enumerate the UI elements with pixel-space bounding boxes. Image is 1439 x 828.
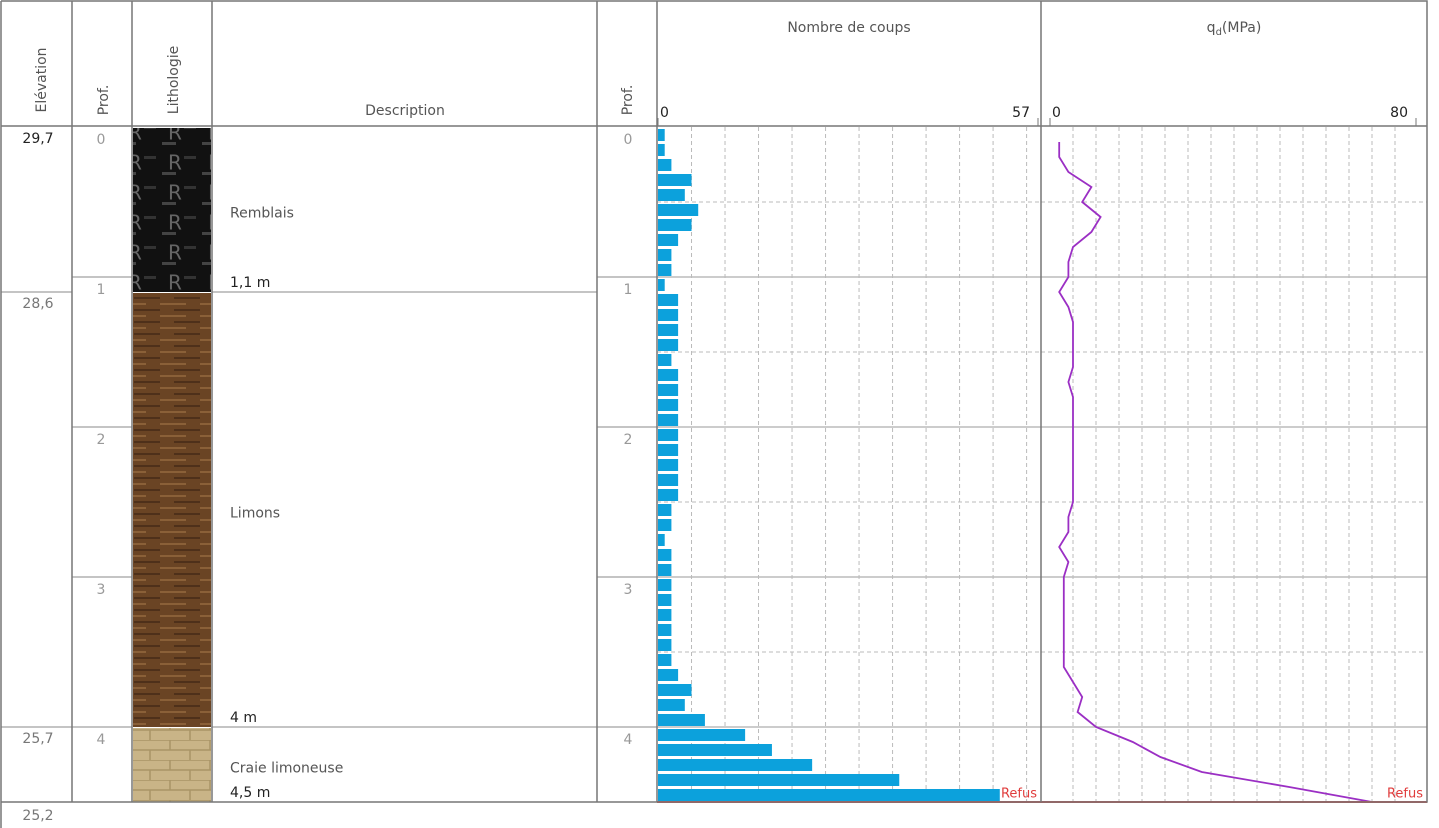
chart-title: Nombre de coups [787, 20, 910, 36]
bar [658, 294, 679, 306]
layer-name: Remblais [230, 206, 294, 222]
bar [658, 219, 692, 231]
layer-bottom-label: 4,5 m [230, 785, 270, 801]
bar [658, 399, 679, 411]
bar [658, 699, 685, 711]
bar [658, 669, 679, 681]
refusal-label: Refus [1387, 787, 1423, 802]
bar [658, 324, 679, 336]
bar [658, 579, 672, 591]
bar [658, 159, 672, 171]
header-lithology: Lithologie [166, 46, 182, 114]
bar [658, 654, 672, 666]
depth-tick-label: 3 [624, 582, 633, 598]
bar [658, 384, 679, 396]
elevation-label: 29,7 [22, 131, 53, 147]
chart-title-part: Nombre de coups [787, 20, 910, 36]
refusal-label: Refus [1001, 787, 1037, 802]
bar [658, 414, 679, 426]
bar [658, 309, 679, 321]
x-tick-label: 0 [1052, 105, 1061, 121]
bar [658, 789, 1000, 801]
depth-tick-label: 2 [624, 432, 633, 448]
layer-name: Limons [230, 506, 280, 522]
bar [658, 759, 813, 771]
bar [658, 174, 692, 186]
bar [658, 474, 679, 486]
bar [658, 459, 679, 471]
header-depth: Prof. [96, 85, 112, 116]
lithology-pattern [133, 293, 211, 727]
bar [658, 264, 672, 276]
layer-bottom-label: 4 m [230, 710, 257, 726]
header-depth-right: Prof. [620, 85, 636, 116]
depth-tick-label: 1 [624, 282, 633, 298]
chart-title-part: q [1207, 20, 1216, 36]
header-elevation: Elévation [34, 47, 50, 112]
chart-title-part: d [1216, 27, 1222, 38]
bar [658, 189, 685, 201]
bar [658, 684, 692, 696]
bar [658, 519, 672, 531]
lithology-pattern [133, 728, 211, 802]
bar [658, 549, 672, 561]
bar [658, 354, 672, 366]
depth-tick-label: 0 [624, 132, 633, 148]
bar [658, 204, 699, 216]
bar [658, 774, 900, 786]
bar [658, 429, 679, 441]
chart-title: qd(MPa) [1207, 20, 1262, 38]
bar [658, 594, 672, 606]
lithology-pattern [133, 128, 211, 292]
depth-tick-label: 3 [97, 582, 106, 598]
bar [658, 564, 672, 576]
layer-bottom-label: 1,1 m [230, 275, 270, 291]
layer-name: Craie limoneuse [230, 761, 343, 777]
depth-tick-label: 1 [97, 282, 106, 298]
depth-tick-label: 4 [624, 732, 633, 748]
depth-tick-label: 4 [97, 732, 106, 748]
bar [658, 489, 679, 501]
bar [658, 249, 672, 261]
bar [658, 144, 665, 156]
elevation-label: 25,7 [22, 731, 53, 747]
x-tick-label: 80 [1390, 105, 1408, 121]
bar [658, 444, 679, 456]
bar [658, 624, 672, 636]
bar [658, 279, 665, 291]
bar [658, 534, 665, 546]
bar [658, 744, 772, 756]
bar [658, 339, 679, 351]
bar [658, 729, 746, 741]
header-description: Description [365, 103, 445, 119]
bar [658, 639, 672, 651]
bar [658, 714, 705, 726]
depth-tick-label: 2 [97, 432, 106, 448]
bar [658, 369, 679, 381]
elevation-label: 28,6 [22, 296, 53, 312]
chart-title-part: (MPa) [1222, 20, 1261, 36]
bar [658, 609, 672, 621]
x-tick-label: 57 [1012, 105, 1030, 121]
depth-tick-label: 0 [97, 132, 106, 148]
content [1, 127, 1427, 803]
bar [658, 234, 679, 246]
elevation-label: 25,2 [22, 808, 53, 824]
bar [658, 129, 665, 141]
qd-line [1058, 142, 1373, 803]
x-tick-label: 0 [660, 105, 669, 121]
bar [658, 504, 672, 516]
